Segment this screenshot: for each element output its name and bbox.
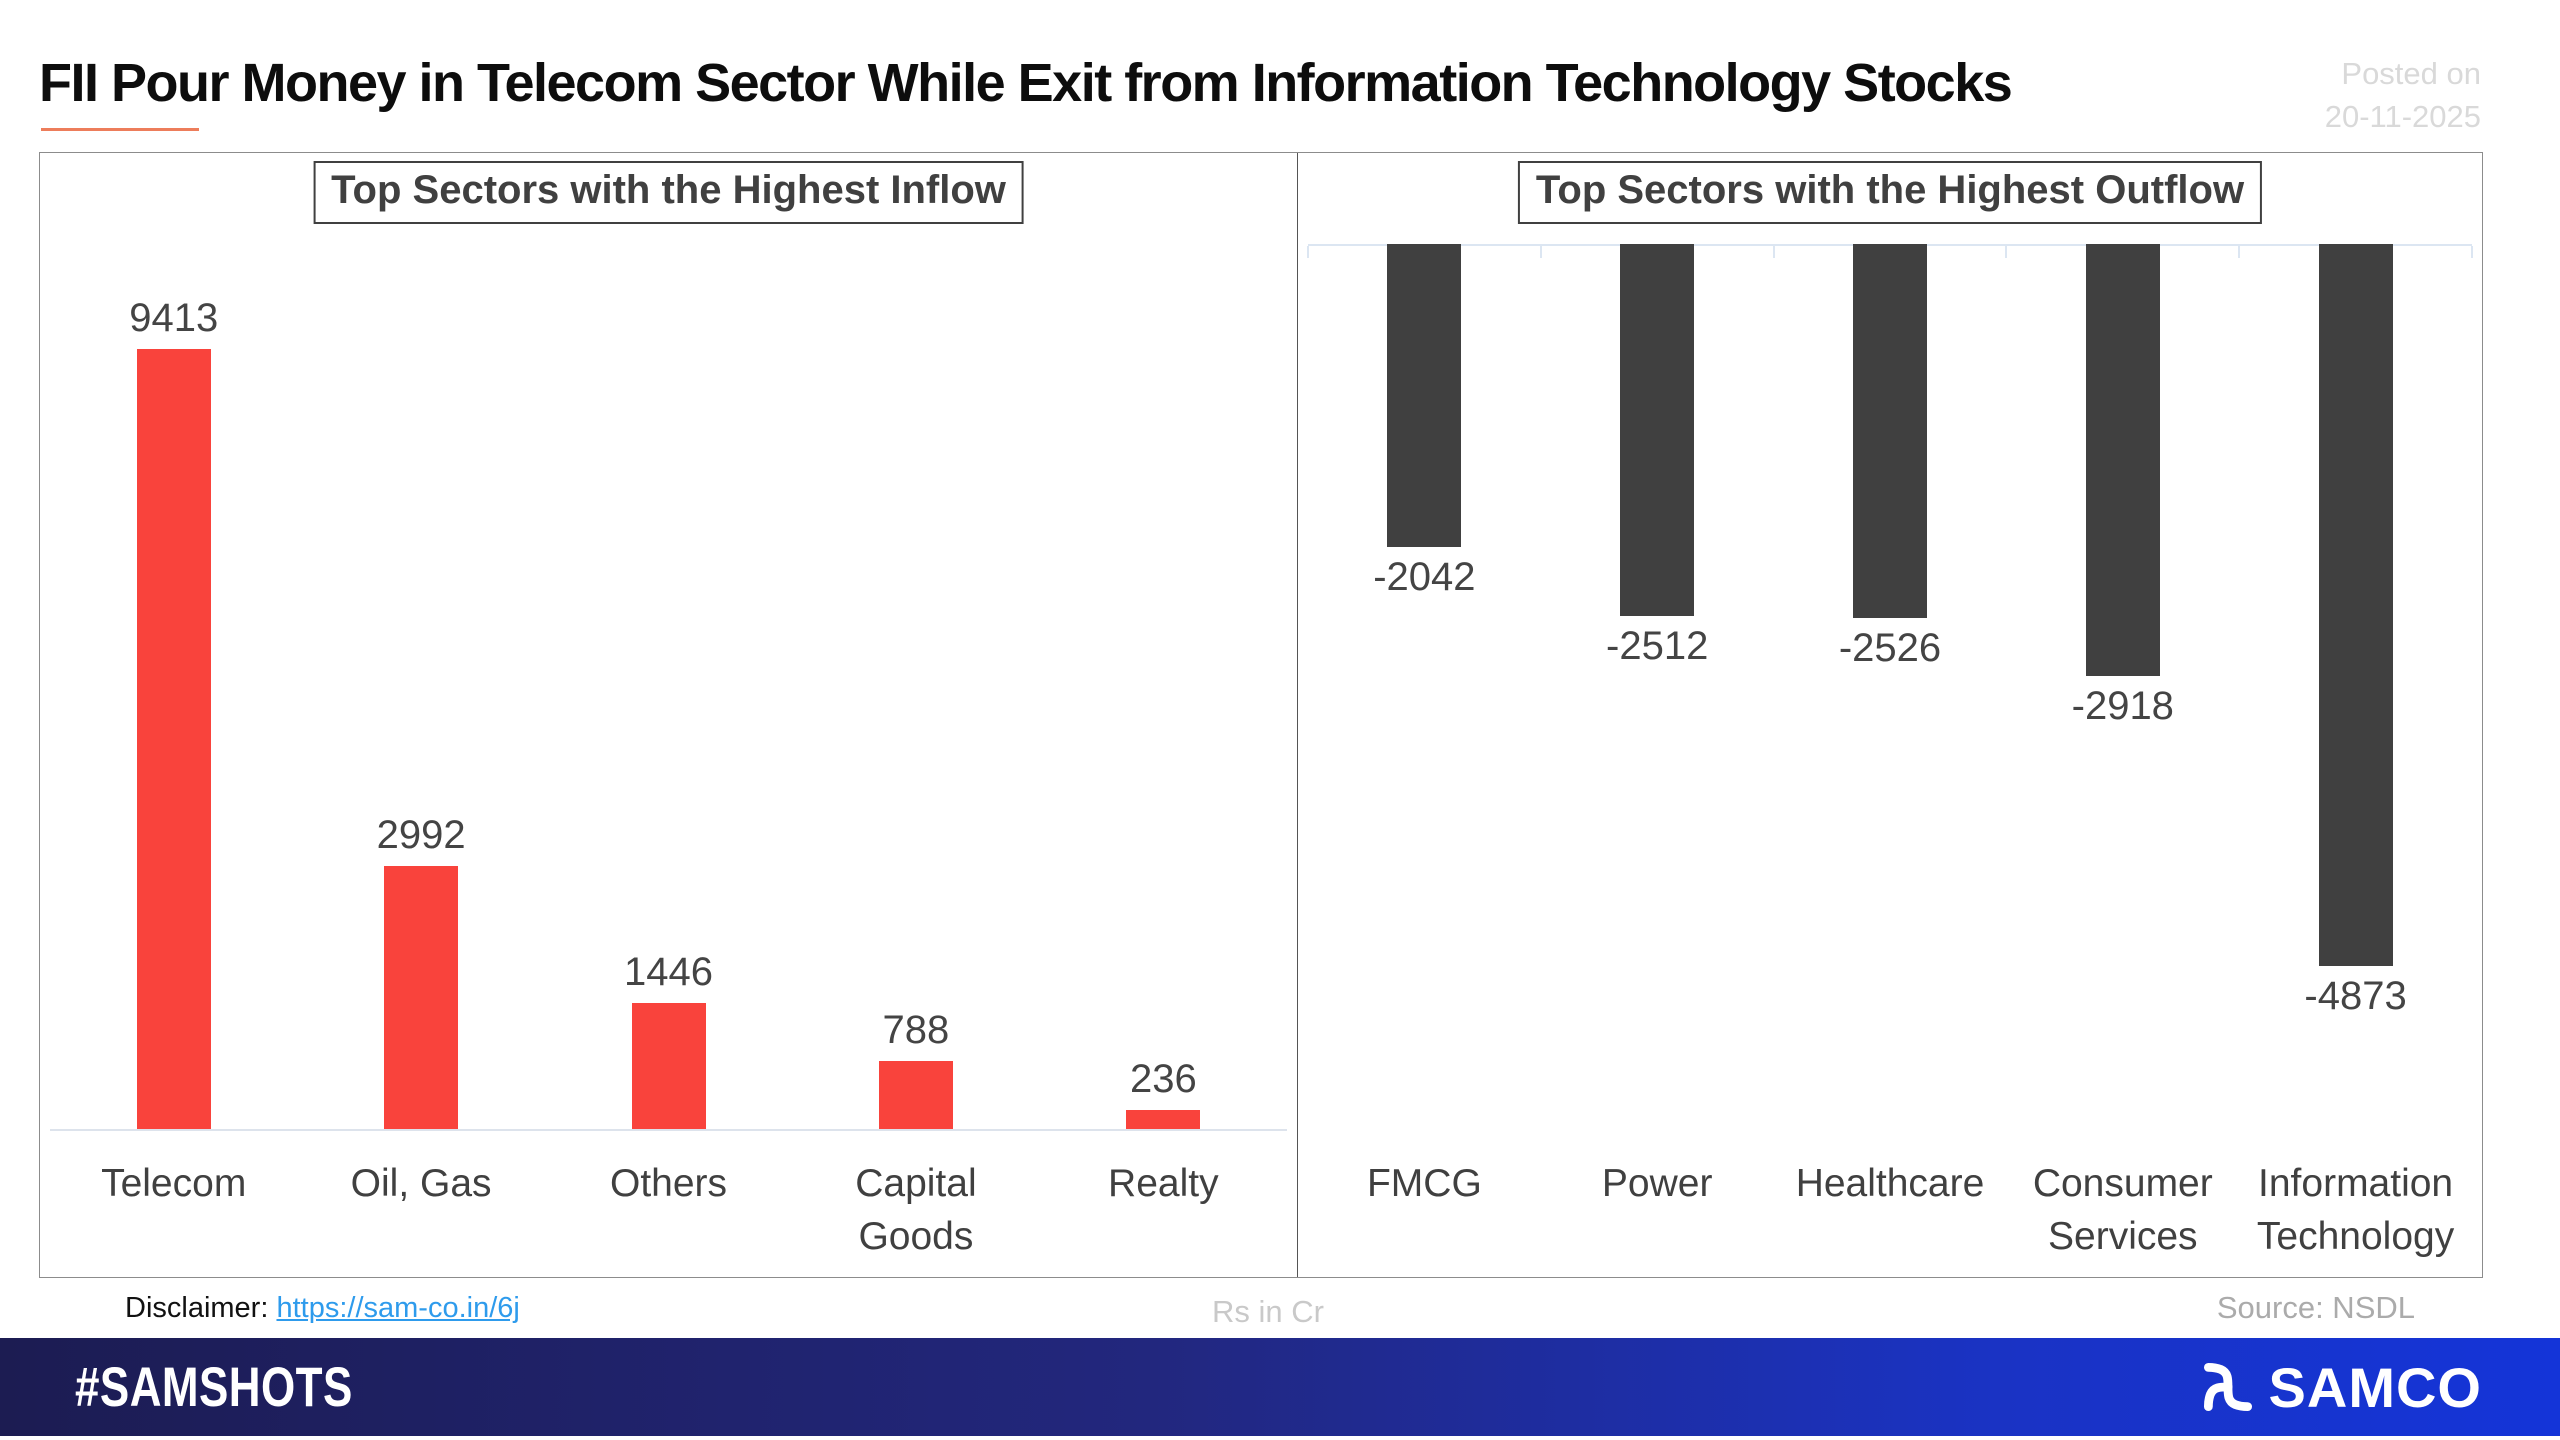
bar xyxy=(136,349,211,1131)
outflow-bars: -2042 -2512 -2526 -2918 -4873 xyxy=(1308,244,2472,1019)
title-accent-underline xyxy=(41,128,199,131)
brand-wordmark: SAMCO xyxy=(2268,1355,2482,1419)
bar-value-label: 2992 xyxy=(376,812,466,857)
charts-board: Top Sectors with the Highest Inflow 9413… xyxy=(39,152,2483,1278)
bar xyxy=(384,865,459,1131)
disclaimer: Disclaimer: https://sam-co.in/6j xyxy=(125,1292,520,1325)
category-label: Telecom xyxy=(101,1162,247,1205)
bar xyxy=(1620,244,1695,617)
brand-logo: SAMCO xyxy=(2197,1355,2482,1420)
units-label: Rs in Cr xyxy=(1212,1294,1324,1329)
bar xyxy=(1852,244,1927,619)
posted-date-value: 20-11-2025 xyxy=(2324,99,2481,135)
outflow-category-labels: FMCG Power Healthcare Consumer Services Info… xyxy=(1308,1158,2472,1263)
category-label: Healthcare xyxy=(1795,1162,1985,1205)
bar-column: 236 xyxy=(1040,296,1287,1131)
bar-value-label: -2042 xyxy=(1373,554,1476,599)
bar-column: -2526 xyxy=(1774,244,2007,671)
outflow-chart-title: Top Sectors with the Highest Outflow xyxy=(1517,161,2263,224)
inflow-chart-panel: Top Sectors with the Highest Inflow 9413… xyxy=(40,153,1298,1277)
bar-value-label: 1446 xyxy=(624,949,713,994)
bar xyxy=(1126,1110,1201,1131)
samco-swastika-icon xyxy=(2203,1362,2252,1412)
bar xyxy=(878,1061,953,1131)
category-label: FMCG xyxy=(1366,1162,1482,1205)
bar-column: 9413 xyxy=(50,296,297,1131)
bar-value-label: -4873 xyxy=(2304,974,2407,1018)
category-label: Oil, Gas xyxy=(350,1162,492,1205)
inflow-chart-title: Top Sectors with the Highest Inflow xyxy=(313,161,1024,224)
notes-row: Disclaimer: https://sam-co.in/6j Rs in C… xyxy=(0,1290,2560,1336)
bar-column: -2512 xyxy=(1541,244,1774,669)
samshots-hashtag: #SAMSHOTS xyxy=(75,1355,353,1419)
category-label: Consumer Services xyxy=(2032,1162,2213,1258)
posted-on-label: Posted on xyxy=(2341,56,2481,91)
bar-column: -2042 xyxy=(1308,244,1541,600)
posted-date: Posted on 20-11-2025 xyxy=(2325,52,2481,139)
bar-column: 2992 xyxy=(297,296,544,1131)
category-label: Capital Goods xyxy=(855,1162,977,1258)
bar-column: 788 xyxy=(792,296,1039,1131)
category-label: Others xyxy=(609,1162,728,1205)
category-label: Realty xyxy=(1108,1162,1219,1205)
bar-value-label: -2918 xyxy=(2071,684,2174,729)
bar xyxy=(2318,244,2393,966)
page-title: FII Pour Money in Telecom Sector While E… xyxy=(39,53,2013,113)
axis-tick xyxy=(2471,246,2473,258)
bar xyxy=(631,1002,706,1131)
inflow-axis-baseline xyxy=(50,1129,1287,1131)
disclaimer-link[interactable]: https://sam-co.in/6j xyxy=(276,1292,520,1324)
bar-column: 1446 xyxy=(545,296,792,1131)
bar-value-label: 788 xyxy=(882,1008,950,1053)
bar-value-label: -2512 xyxy=(1606,624,1709,669)
axis-tick xyxy=(2005,246,2008,258)
inflow-bars: 9413 2992 1446 788 236 xyxy=(50,296,1287,1131)
footer-bar: #SAMSHOTS SAMCO xyxy=(0,1338,2560,1436)
axis-tick xyxy=(1307,246,1309,258)
axis-tick xyxy=(1539,246,1542,258)
bar xyxy=(2085,244,2160,677)
category-label: Information Technology xyxy=(2256,1162,2455,1258)
axis-tick xyxy=(1772,246,1775,258)
bar-value-label: 9413 xyxy=(129,296,219,340)
bar-value-label: 236 xyxy=(1129,1057,1197,1102)
category-label: Power xyxy=(1601,1162,1713,1205)
bar-column: -2918 xyxy=(2006,244,2239,729)
axis-tick xyxy=(2238,246,2241,258)
bar-column: -4873 xyxy=(2239,244,2472,1019)
source-label: Source: NSDL xyxy=(2216,1290,2415,1325)
inflow-category-labels: Telecom Oil, Gas Others Capital Goods Realty xyxy=(50,1158,1287,1263)
bar xyxy=(1387,244,1462,547)
bar-value-label: -2526 xyxy=(1838,626,1942,671)
disclaimer-label: Disclaimer: xyxy=(125,1292,269,1324)
outflow-chart-panel: Top Sectors with the Highest Outflow -20… xyxy=(1298,153,2482,1277)
